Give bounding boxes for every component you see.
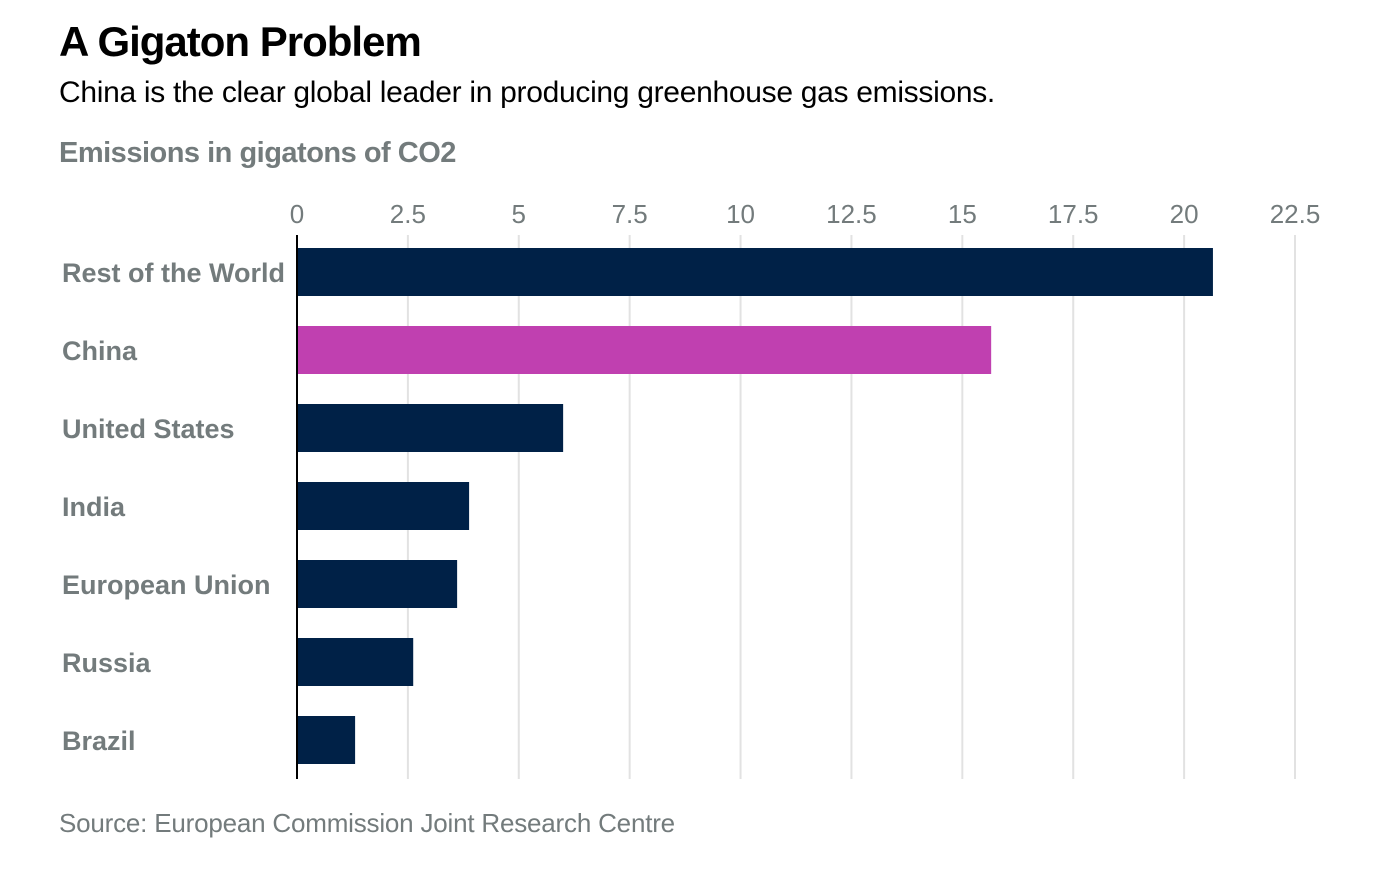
source-note: Source: European Commission Joint Resear… xyxy=(59,808,675,838)
x-tick-label: 15 xyxy=(948,199,977,229)
bar-united-states xyxy=(297,404,564,452)
bars xyxy=(297,248,1213,764)
gridlines xyxy=(406,235,1296,779)
category-label: United States xyxy=(62,414,235,444)
category-label: China xyxy=(62,336,138,366)
chart-subtitle: China is the clear global leader in prod… xyxy=(59,76,995,109)
x-tick-labels: 0 2.5 5 7.5 10 12.5 15 17.5 20 22.5 xyxy=(290,199,1321,229)
category-label: Rest of the World xyxy=(62,258,285,288)
x-tick-label: 20 xyxy=(1170,199,1199,229)
bar-russia xyxy=(297,638,414,686)
x-tick-label: 7.5 xyxy=(612,199,648,229)
x-tick-label: 10 xyxy=(726,199,755,229)
axis-unit-label: Emissions in gigatons of CO2 xyxy=(59,137,456,169)
bar-china xyxy=(297,326,992,374)
x-tick-label: 17.5 xyxy=(1048,199,1099,229)
x-tick-label: 0 xyxy=(290,199,304,229)
bar-brazil xyxy=(297,716,356,764)
category-label: Russia xyxy=(62,648,152,678)
category-label: India xyxy=(62,492,126,522)
x-tick-label: 5 xyxy=(512,199,526,229)
category-label: European Union xyxy=(62,570,271,600)
x-tick-label: 22.5 xyxy=(1270,199,1321,229)
chart-title: A Gigaton Problem xyxy=(59,18,422,65)
bar-rest-of-the-world xyxy=(297,248,1213,296)
category-label: Brazil xyxy=(62,726,136,756)
x-tick-label: 2.5 xyxy=(390,199,426,229)
x-tick-label: 12.5 xyxy=(826,199,877,229)
bar-european-union xyxy=(297,560,458,608)
category-labels: Rest of the World China United States India… xyxy=(62,258,285,756)
bar-india xyxy=(297,482,470,530)
